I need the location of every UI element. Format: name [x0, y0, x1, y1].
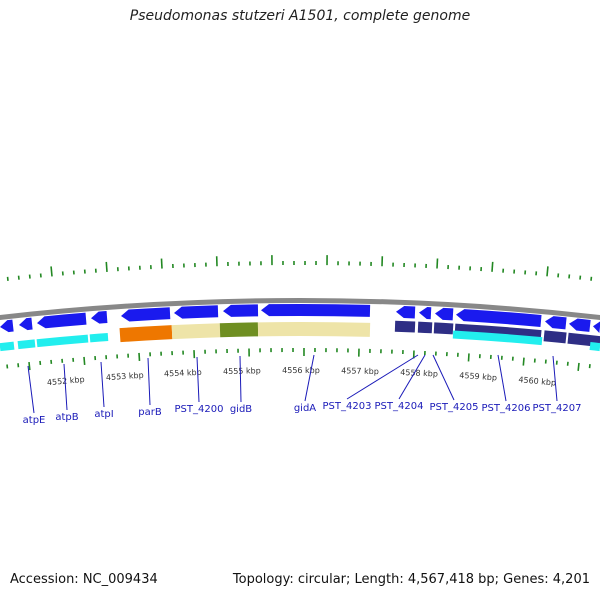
gene-labels: atpE atpB atpI parB PST_4200 gidB gidA PST_4203… — [23, 401, 582, 426]
navy-segment — [543, 330, 567, 344]
navy-segment — [433, 322, 454, 335]
gene-arrow — [91, 311, 108, 324]
gene-label: PST_4207 — [533, 403, 582, 414]
gene-arrow — [0, 319, 14, 333]
label-leader — [346, 354, 419, 400]
outer-tick — [105, 261, 108, 272]
gene-arrow — [593, 321, 600, 333]
gene-label: gidB — [230, 404, 252, 415]
inner-tick-marks — [6, 348, 591, 371]
gene-label: PST_4200 — [175, 404, 224, 415]
khaki-segment — [171, 323, 221, 340]
accession-text: Accession: NC_009434 — [10, 572, 158, 587]
scale-label: 4557 kbp — [341, 366, 379, 376]
gene-label: PST_4203 — [323, 401, 372, 412]
gene-arrow — [223, 304, 259, 317]
orange-segment — [119, 325, 173, 343]
gene-arrow — [456, 309, 542, 327]
outer-tick — [50, 266, 53, 277]
gene-arrow — [37, 312, 87, 329]
gene-arrow — [19, 317, 33, 331]
gene-label: parB — [138, 407, 162, 418]
gene-arrow — [435, 307, 454, 321]
outer-tick — [491, 261, 494, 272]
outer-tick — [160, 258, 163, 269]
inner-tick — [467, 353, 470, 362]
cyan-segment — [89, 333, 109, 343]
outer-tick — [546, 266, 549, 277]
label-leader — [239, 355, 242, 403]
backbone-ring — [0, 298, 600, 321]
cyan-segment — [36, 334, 89, 348]
gene-arrow — [121, 307, 171, 322]
cyan-segment — [452, 330, 543, 346]
label-leader — [497, 354, 507, 402]
scale-label: 4560 kbp — [518, 375, 556, 387]
label-leader — [63, 363, 68, 411]
scale-label: 4555 kbp — [223, 366, 261, 376]
scale-label: 4554 kbp — [164, 368, 202, 379]
gene-arrow — [174, 305, 219, 319]
inner-tick — [28, 362, 31, 371]
olive-segment — [219, 322, 259, 338]
outer-tick — [436, 258, 439, 269]
label-leader — [552, 355, 558, 402]
label-leader — [398, 354, 426, 400]
gene-label: PST_4204 — [375, 401, 424, 412]
gene-label-leaders — [27, 354, 558, 414]
label-leader — [100, 361, 105, 408]
gene-label: atpI — [94, 409, 113, 420]
gene-label: PST_4205 — [430, 402, 479, 413]
gene-arrow — [419, 307, 432, 320]
genome-summary: Topology: circular; Length: 4,567,418 bp… — [232, 572, 590, 587]
gene-arrow — [261, 303, 371, 317]
scale-label: 4556 kbp — [282, 366, 320, 375]
label-leader — [27, 365, 35, 414]
gene-features — [0, 303, 600, 352]
label-leader — [196, 356, 200, 403]
gene-arrow — [545, 316, 567, 330]
inner-tick — [522, 357, 525, 366]
genome-backbone — [0, 298, 600, 321]
navy-segment — [417, 321, 433, 334]
gene-label: atpB — [55, 412, 78, 423]
gene-arrow — [396, 306, 416, 319]
gene-label: atpE — [23, 415, 46, 426]
khaki-segment — [257, 322, 371, 337]
scale-label: 4552 kbp — [47, 375, 85, 387]
gene-label: gidA — [294, 403, 316, 414]
outer-tick-marks — [6, 255, 593, 281]
inner-tick — [83, 356, 86, 365]
cyan-segment — [0, 341, 15, 352]
scale-labels: 4552 kbp 4553 kbp 4554 kbp 4555 kbp 4556 kbp… — [47, 366, 557, 388]
label-leader — [432, 354, 455, 401]
label-leader — [304, 354, 315, 402]
genome-title: Pseudomonas stutzeri A1501, complete gen… — [129, 8, 471, 24]
gene-arrow — [569, 318, 591, 332]
inner-tick — [577, 362, 580, 371]
scale-label: 4559 kbp — [459, 371, 497, 383]
cyan-segment — [589, 342, 600, 352]
scale-label: 4553 kbp — [106, 371, 144, 383]
cyan-segment — [17, 339, 36, 350]
gene-label: PST_4206 — [482, 403, 531, 414]
navy-segment — [394, 320, 416, 333]
scale-label: 4558 kbp — [400, 368, 438, 379]
label-leader — [147, 357, 151, 406]
